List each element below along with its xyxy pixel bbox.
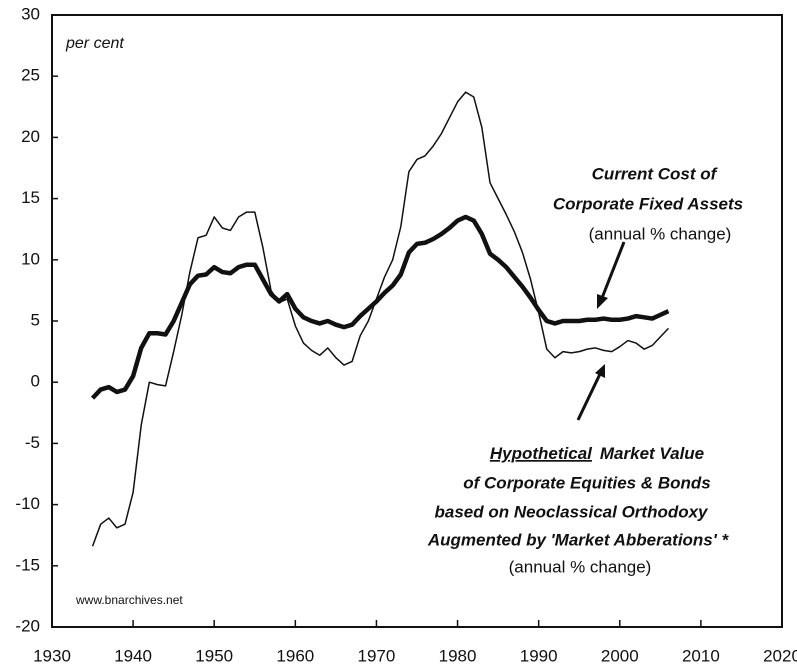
y-tick-label: -5 (25, 433, 40, 452)
annotation-note: (annual % change) (589, 224, 732, 243)
y-tick-label: -20 (15, 616, 40, 635)
annotation-line: Augmented by 'Market Abberations' * (427, 530, 730, 549)
annotation-emphasis: Hypothetical (490, 444, 593, 463)
x-tick-label: 1970 (358, 646, 396, 665)
x-tick-label: 1980 (439, 646, 477, 665)
x-tick-label: 1960 (276, 646, 314, 665)
y-tick-label: 25 (21, 66, 40, 85)
y-tick-label: 0 (31, 372, 40, 391)
y-tick-label: 20 (21, 127, 40, 146)
x-tick-label: 2020 (763, 646, 797, 665)
line-series (91, 91, 669, 547)
y-tick-label: 15 (21, 188, 40, 207)
source: www.bnarchives.net (75, 593, 183, 607)
x-tick-label: 2000 (601, 646, 639, 665)
line-series (90, 214, 670, 400)
x-tick-label: 1990 (520, 646, 558, 665)
annotation-line: based on Neoclassical Orthodoxy (434, 502, 709, 521)
arrow (576, 373, 602, 421)
x-tick-label: 2010 (682, 646, 720, 665)
arrows (576, 241, 626, 421)
arrowhead (595, 364, 605, 378)
y-tick-label: -10 (15, 494, 40, 513)
y-tick-label: 5 (31, 310, 40, 329)
annotation-note: (annual % change) (509, 557, 652, 576)
x-tick-label: 1940 (114, 646, 152, 665)
annotation-line: Corporate Fixed Assets (553, 194, 743, 213)
unit-label: per cent (65, 35, 124, 52)
annotation-text: Market Value (600, 444, 704, 463)
x-tick-label: 1930 (33, 646, 71, 665)
annotation-line: of Corporate Equities & Bonds (463, 473, 710, 492)
y-tick-label: -15 (15, 555, 40, 574)
annotation-line: Hypothetical Market Value (490, 444, 704, 463)
y-tick-label: 10 (21, 249, 40, 268)
y-tick-label: 30 (21, 4, 40, 23)
arrowhead (597, 294, 608, 309)
x-tick-label: 1950 (195, 646, 233, 665)
arrow (600, 241, 626, 299)
annotation-line: Current Cost of (592, 164, 719, 183)
